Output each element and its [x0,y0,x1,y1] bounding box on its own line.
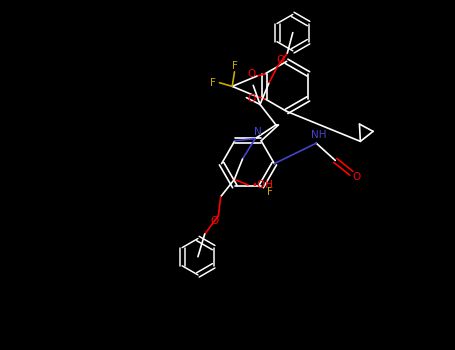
Text: NH: NH [311,131,326,140]
Text: O: O [276,55,284,65]
Text: O: O [353,172,361,182]
Text: F: F [232,61,238,71]
Text: F: F [268,187,273,197]
Text: O: O [211,216,219,226]
Text: N: N [253,127,262,137]
Text: O: O [247,94,255,104]
Text: •OH: •OH [252,180,273,190]
Text: O: O [247,69,255,79]
Text: F: F [210,78,216,88]
